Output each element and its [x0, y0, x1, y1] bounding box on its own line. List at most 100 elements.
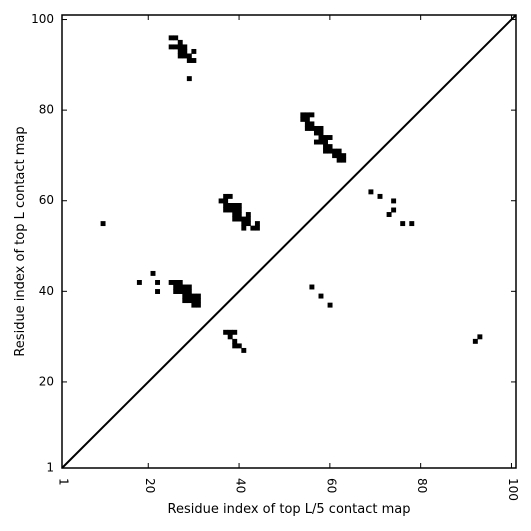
contact-cell [304, 112, 310, 118]
contact-cell [191, 298, 197, 304]
x-tick-label: 100 [506, 478, 520, 501]
contact-cell [318, 139, 324, 145]
contact-cell [227, 329, 233, 335]
contact-cell [254, 225, 260, 231]
contact-cell [173, 35, 179, 41]
contact-cell [254, 221, 260, 227]
contact-cell [182, 48, 188, 54]
contact-cell [186, 298, 192, 304]
contact-cell [300, 116, 306, 122]
x-tick-label: 20 [143, 478, 157, 493]
y-tick-label: 80 [39, 103, 54, 117]
contact-cell [223, 203, 229, 208]
contacts-layer [100, 35, 483, 353]
contact-cell [182, 289, 188, 294]
contact-cell [341, 157, 347, 163]
contact-cell [232, 203, 238, 208]
contact-cell [232, 338, 238, 344]
contact-cell [232, 216, 238, 222]
contact-cell [177, 289, 183, 294]
plot-frame [61, 14, 517, 469]
x-tick-label: 60 [324, 478, 338, 493]
contact-cell [327, 148, 333, 154]
y-tick-label: 60 [39, 193, 54, 207]
contact-cell [186, 53, 192, 59]
y-tick-label: 40 [39, 284, 54, 298]
contact-cell [400, 221, 406, 227]
contact-cell [177, 39, 183, 45]
contact-cell [236, 216, 242, 222]
contact-cell [195, 302, 201, 308]
contact-cell [173, 289, 179, 294]
contact-cell [341, 153, 347, 159]
contact-cell [182, 53, 188, 59]
y-axis-label: Residue index of top L contact map [13, 126, 28, 356]
contact-cell [177, 53, 183, 59]
contact-cell [195, 298, 201, 304]
contact-cell [336, 148, 342, 154]
y-tick-label: 100 [31, 12, 54, 26]
contact-cell [227, 193, 233, 199]
x-axis-label: Residue index of top L/5 contact map [168, 502, 411, 517]
x-tick-label: 40 [234, 478, 248, 493]
contact-cell [168, 280, 174, 285]
contact-cell [191, 302, 197, 308]
contact-cell [173, 284, 179, 290]
contact-cell [309, 121, 315, 127]
contact-cell [318, 125, 324, 131]
contact-cell [232, 207, 238, 213]
contact-cell [182, 293, 188, 299]
contact-cell [332, 148, 338, 154]
contact-cell [173, 44, 179, 50]
contact-cell [236, 207, 242, 213]
contact-cell [155, 289, 161, 294]
contact-cell [245, 212, 251, 217]
contact-cell [309, 284, 315, 290]
contact-cell [168, 35, 174, 41]
contact-cell [236, 203, 242, 208]
contact-cell [377, 193, 383, 199]
contact-cell [241, 225, 247, 231]
contact-cell [472, 338, 478, 344]
contact-cell [168, 44, 174, 50]
contact-cell [318, 135, 324, 140]
contact-cell [182, 44, 188, 50]
contact-cell [245, 216, 251, 222]
contact-cell [241, 221, 247, 227]
contact-cell [155, 280, 161, 285]
contact-cell [241, 347, 247, 353]
contact-cell [191, 293, 197, 299]
contact-cell [323, 144, 328, 150]
contact-cell [250, 225, 256, 231]
contact-cell [136, 280, 142, 285]
contact-cell [313, 130, 319, 136]
contact-cell [177, 280, 183, 285]
contact-cell [186, 76, 192, 82]
contact-cell [186, 289, 192, 294]
contact-cell [313, 139, 319, 145]
contact-cell [223, 193, 229, 199]
y-axis-ticks: 1 20 40 60 80 100 [31, 12, 516, 475]
contact-cell [186, 284, 192, 290]
contact-cell [186, 58, 192, 63]
contact-cell [150, 270, 156, 276]
contact-cell [236, 343, 242, 349]
contact-cell [304, 125, 310, 131]
x-axis-ticks: 1 20 40 60 80 100 [57, 15, 520, 501]
diagonal-line [61, 14, 517, 469]
y-tick-label: 1 [46, 461, 54, 475]
contact-cell [177, 44, 183, 50]
contact-cell [300, 112, 306, 118]
contact-cell [368, 189, 374, 195]
contact-cell [218, 198, 224, 204]
contact-cell [227, 207, 233, 213]
contact-cell [227, 203, 233, 208]
contact-cell [223, 329, 229, 335]
contact-cell [195, 293, 201, 299]
contact-cell [336, 153, 342, 159]
contact-cell [232, 212, 238, 217]
contact-cell [236, 212, 242, 217]
contact-cell [191, 48, 197, 54]
contact-cell [391, 207, 397, 213]
